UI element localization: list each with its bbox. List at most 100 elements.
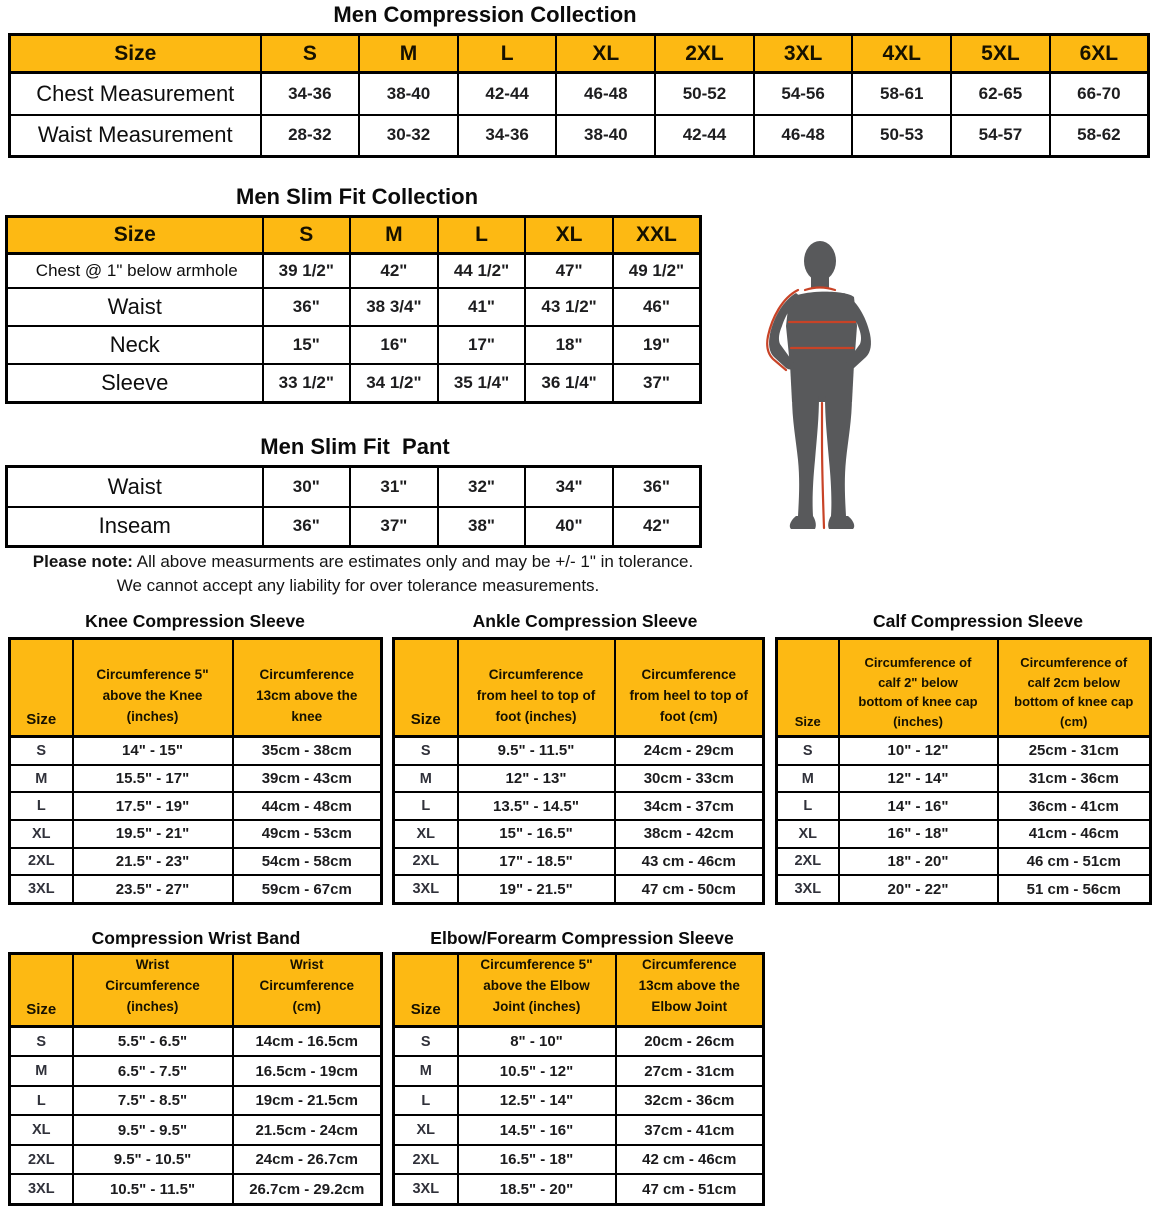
value-cell: 8" - 10" [456, 1025, 617, 1058]
size-header-cell: Size [392, 637, 459, 738]
value-cell: 14" - 16" [837, 791, 999, 821]
size-cell: S [775, 735, 840, 766]
value-cell: 54-56 [752, 71, 854, 116]
value-cell: 9.5" - 9.5" [71, 1114, 234, 1146]
value-cell: 54-57 [950, 113, 1051, 158]
value-cell: 49cm - 53cm [231, 818, 383, 849]
value-cell: 40" [524, 505, 614, 548]
size-cell: M [8, 1055, 74, 1087]
value-cell: 35cm - 38cm [231, 735, 383, 766]
value-cell: 18" - 20" [837, 846, 999, 877]
value-cell: 31" [349, 465, 439, 508]
value-cell: 27cm - 31cm [614, 1055, 765, 1087]
size-header-cell: Size [775, 637, 840, 738]
value-cell: 46" [611, 286, 702, 327]
size-cell: 3XL [392, 874, 459, 905]
tolerance-note-line2: We cannot accept any liability for over … [116, 576, 600, 595]
size-cell: XL [8, 818, 74, 849]
value-cell: 18.5" - 20" [456, 1173, 617, 1206]
column-header-cell: 5XL [950, 33, 1051, 74]
value-cell: 54cm - 58cm [231, 846, 383, 877]
column-header-cell: Wrist Circumference (inches) [71, 952, 234, 1028]
value-cell: 24cm - 29cm [613, 735, 765, 766]
men-compression-table: Size S M L XL 2XL 3XL 4XL 5XL 6XL Chest … [8, 33, 1150, 158]
value-cell: 19" - 21.5" [456, 874, 616, 905]
value-cell: 62-65 [950, 71, 1051, 116]
note-label: Please note: [32, 552, 133, 571]
column-header-cell: Circumference 5" above the Knee (inches) [71, 637, 234, 738]
value-cell: 30cm - 33cm [613, 763, 765, 794]
measurement-lines [766, 286, 857, 530]
size-cell: L [8, 1084, 74, 1117]
value-cell: 43 1/2" [524, 286, 614, 327]
value-cell: 31cm - 36cm [996, 763, 1152, 794]
ankle-sleeve-title: Ankle Compression Sleeve [472, 611, 698, 631]
value-cell: 20cm - 26cm [614, 1025, 765, 1058]
value-cell: 21.5" - 23" [71, 846, 234, 877]
column-header-cell: 4XL [851, 33, 953, 74]
value-cell: 15.5" - 17" [71, 763, 234, 794]
size-header-cell: Size [8, 33, 262, 74]
value-cell: 38 3/4" [349, 286, 439, 327]
column-header-cell: 6XL [1048, 33, 1150, 74]
value-cell: 42-44 [456, 71, 558, 116]
value-cell: 21.5cm - 24cm [231, 1114, 383, 1146]
value-cell: 18" [524, 324, 614, 365]
value-cell: 34 1/2" [349, 362, 439, 404]
size-header-cell: Size [392, 952, 459, 1028]
size-cell: S [392, 1025, 459, 1058]
value-cell: 34-36 [456, 113, 558, 158]
value-cell: 42" [349, 252, 439, 289]
value-cell: 15" [261, 324, 352, 365]
value-cell: 13.5" - 14.5" [456, 791, 616, 821]
value-cell: 9.5" - 10.5" [71, 1143, 234, 1176]
size-cell: 3XL [392, 1173, 459, 1206]
value-cell: 34-36 [259, 71, 361, 116]
value-cell: 17" - 18.5" [456, 846, 616, 877]
size-cell: 2XL [775, 846, 840, 877]
elbow-sleeve-title: Elbow/Forearm Compression Sleeve [430, 928, 734, 948]
row-label-cell: Inseam [5, 505, 264, 548]
value-cell: 43 cm - 46cm [613, 846, 765, 877]
value-cell: 19.5" - 21" [71, 818, 234, 849]
men-slim-fit-title: Men Slim Fit Collection [235, 184, 479, 209]
value-cell: 32cm - 36cm [614, 1084, 765, 1117]
value-cell: 50-52 [654, 71, 755, 116]
value-cell: 14" - 15" [71, 735, 234, 766]
value-cell: 59cm - 67cm [231, 874, 383, 905]
size-header-cell: Size [8, 952, 74, 1028]
size-cell: S [392, 735, 459, 766]
value-cell: 37cm - 41cm [614, 1114, 765, 1146]
calf-sleeve-title: Calf Compression Sleeve [872, 611, 1084, 631]
column-header-cell: M [358, 33, 459, 74]
man-silhouette-figure [766, 241, 871, 530]
value-cell: 9.5" - 11.5" [456, 735, 616, 766]
size-cell: L [775, 791, 840, 821]
value-cell: 44 1/2" [436, 252, 527, 289]
column-header-cell: XXL [611, 215, 702, 255]
size-cell: M [8, 763, 74, 794]
value-cell: 16.5cm - 19cm [231, 1055, 383, 1087]
column-header-cell: S [259, 33, 361, 74]
column-header-cell: XL [524, 215, 614, 255]
value-cell: 19cm - 21.5cm [231, 1084, 383, 1117]
size-cell: 2XL [8, 846, 74, 877]
figure-body [769, 241, 871, 529]
inseam-line [820, 401, 826, 530]
value-cell: 50-53 [851, 113, 953, 158]
value-cell: 47 cm - 51cm [614, 1173, 765, 1206]
value-cell: 38-40 [358, 71, 459, 116]
size-cell: 3XL [8, 1173, 74, 1206]
size-cell: 2XL [392, 846, 459, 877]
value-cell: 36" [261, 286, 352, 327]
value-cell: 38cm - 42cm [613, 818, 765, 849]
value-cell: 32" [436, 465, 527, 508]
value-cell: 42 cm - 46cm [614, 1143, 765, 1176]
value-cell: 28-32 [259, 113, 361, 158]
value-cell: 14.5" - 16" [456, 1114, 617, 1146]
note-text: All above measurments are estimates only… [132, 552, 694, 571]
value-cell: 6.5" - 7.5" [71, 1055, 234, 1087]
row-label-cell: Neck [5, 324, 264, 365]
value-cell: 38" [436, 505, 527, 548]
value-cell: 34" [524, 465, 614, 508]
